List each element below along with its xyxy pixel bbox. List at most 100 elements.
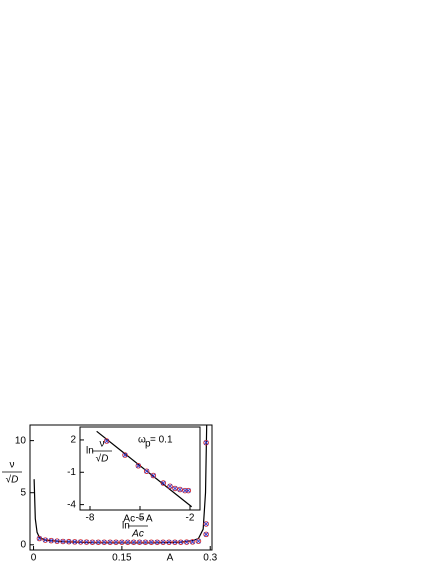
y-axis-label-prefix: ln bbox=[86, 446, 94, 457]
x-tick-label: -5 bbox=[136, 513, 145, 524]
y-axis-label-numerator: ν bbox=[100, 439, 105, 450]
marker-circle bbox=[103, 438, 110, 444]
marker-circle bbox=[154, 539, 160, 545]
annotation-symbol: ω bbox=[138, 435, 146, 446]
marker-cross bbox=[149, 539, 154, 545]
marker-circle bbox=[178, 539, 184, 545]
marker-circle bbox=[182, 487, 188, 494]
marker-circle bbox=[135, 463, 142, 469]
marker-cross bbox=[113, 539, 119, 545]
y-axis-label-denominator: √D bbox=[6, 474, 19, 486]
x-tick-label: -8 bbox=[86, 513, 95, 524]
marker-cross bbox=[42, 537, 48, 543]
marker-circle bbox=[167, 483, 173, 490]
marker-circle bbox=[166, 539, 172, 545]
marker-cross bbox=[90, 539, 95, 545]
marker-circle bbox=[172, 485, 178, 492]
marker-cross bbox=[172, 539, 178, 545]
marker-circle bbox=[160, 480, 167, 486]
marker-cross bbox=[190, 539, 195, 545]
marker-cross bbox=[122, 452, 128, 458]
x-tick-label: 0 bbox=[31, 553, 37, 564]
marker-cross bbox=[131, 539, 136, 545]
marker-circle bbox=[183, 539, 190, 545]
marker-cross bbox=[96, 539, 101, 545]
marker-circle bbox=[148, 539, 155, 545]
marker-cross bbox=[184, 539, 189, 545]
marker-circle bbox=[125, 539, 131, 545]
marker-circle bbox=[42, 537, 49, 543]
x-tick-label: 0.3 bbox=[203, 553, 217, 564]
marker-cross bbox=[107, 539, 113, 545]
marker-circle bbox=[122, 452, 128, 458]
marker-cross bbox=[177, 487, 183, 492]
marker-cross bbox=[160, 539, 166, 545]
marker-circle bbox=[203, 521, 209, 527]
data-line bbox=[96, 430, 193, 508]
y-axis-label-numerator: ν bbox=[10, 460, 15, 471]
marker-circle bbox=[119, 539, 125, 545]
marker-circle bbox=[203, 439, 209, 446]
marker-cross bbox=[166, 539, 172, 545]
marker-circle bbox=[160, 539, 166, 545]
marker-circle bbox=[136, 539, 143, 545]
marker-circle bbox=[36, 535, 43, 542]
marker-cross bbox=[101, 539, 107, 545]
marker-circle bbox=[195, 538, 202, 544]
marker-cross bbox=[203, 532, 209, 537]
marker-circle bbox=[172, 539, 178, 545]
marker-circle bbox=[83, 539, 90, 545]
marker-cross bbox=[178, 539, 184, 545]
marker-circle bbox=[48, 537, 54, 544]
marker-cross bbox=[143, 539, 148, 545]
y-tick-label: 0 bbox=[20, 539, 26, 550]
x-axis-label: A bbox=[167, 553, 174, 564]
marker-circle bbox=[107, 539, 113, 545]
y-tick-label: 2 bbox=[70, 435, 76, 446]
marker-circle bbox=[54, 538, 60, 544]
annotation-text: = 0.1 bbox=[150, 435, 173, 446]
marker-circle bbox=[95, 539, 102, 545]
data-line bbox=[33, 424, 208, 544]
marker-circle bbox=[189, 539, 196, 545]
x-tick-label: 0.15 bbox=[112, 553, 132, 564]
marker-cross bbox=[119, 539, 125, 545]
marker-cross bbox=[54, 538, 60, 544]
marker-cross bbox=[136, 463, 141, 469]
x-axis-label-numerator: Ac − A bbox=[123, 514, 153, 525]
marker-circle bbox=[177, 486, 183, 493]
x-axis-label-denominator: Ac bbox=[131, 529, 144, 540]
marker-circle bbox=[203, 531, 209, 538]
marker-cross bbox=[161, 480, 166, 486]
marker-circle bbox=[142, 539, 149, 545]
marker-cross bbox=[78, 539, 83, 545]
marker-circle bbox=[72, 539, 78, 545]
marker-circle bbox=[89, 539, 96, 545]
marker-cross bbox=[48, 538, 54, 543]
marker-circle bbox=[60, 538, 66, 545]
marker-cross bbox=[125, 539, 131, 545]
y-axis-label-denominator: √D bbox=[96, 453, 109, 465]
x-tick-label: -2 bbox=[186, 513, 195, 524]
marker-cross bbox=[137, 539, 142, 545]
marker-cross bbox=[186, 488, 191, 493]
marker-cross bbox=[154, 539, 160, 545]
marker-cross bbox=[151, 473, 156, 478]
marker-circle bbox=[113, 539, 119, 545]
marker-circle bbox=[185, 487, 192, 494]
marker-circle bbox=[143, 468, 150, 474]
marker-cross bbox=[196, 538, 201, 544]
annotation-subscript: p bbox=[145, 439, 151, 450]
marker-cross bbox=[167, 483, 173, 489]
x-axis-label-prefix: ln bbox=[122, 521, 130, 532]
marker-circle bbox=[150, 472, 157, 479]
marker-circle bbox=[101, 539, 107, 545]
marker-cross bbox=[84, 539, 89, 545]
y-tick-label: -4 bbox=[67, 499, 76, 510]
marker-cross bbox=[60, 539, 66, 544]
marker-circle bbox=[66, 538, 72, 545]
marker-cross bbox=[72, 539, 78, 545]
marker-cross bbox=[144, 468, 149, 474]
marker-cross bbox=[182, 488, 188, 493]
